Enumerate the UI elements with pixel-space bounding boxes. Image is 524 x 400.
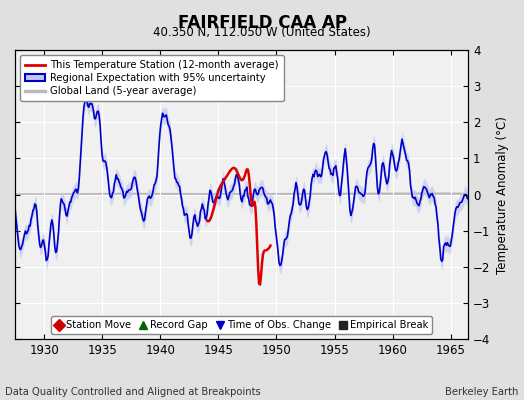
Text: FAIRFIELD CAA AP: FAIRFIELD CAA AP — [178, 14, 346, 32]
Text: Data Quality Controlled and Aligned at Breakpoints: Data Quality Controlled and Aligned at B… — [5, 387, 261, 397]
Text: 40.350 N, 112.050 W (United States): 40.350 N, 112.050 W (United States) — [153, 26, 371, 39]
Legend: Station Move, Record Gap, Time of Obs. Change, Empirical Break: Station Move, Record Gap, Time of Obs. C… — [51, 316, 432, 334]
Y-axis label: Temperature Anomaly (°C): Temperature Anomaly (°C) — [496, 116, 509, 274]
Text: Berkeley Earth: Berkeley Earth — [445, 387, 519, 397]
